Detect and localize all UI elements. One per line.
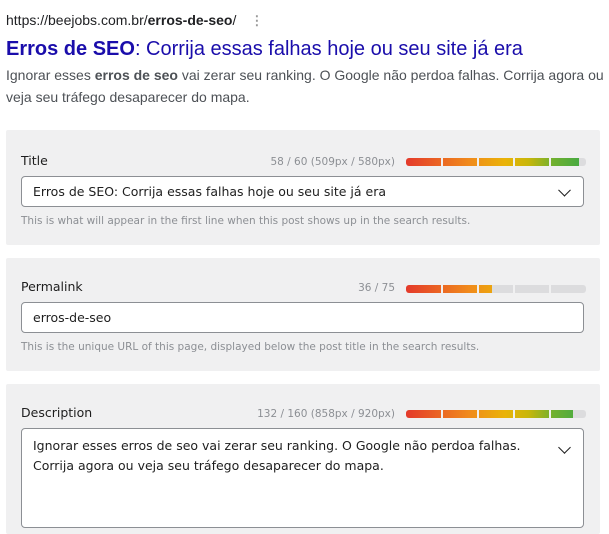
title-progress-bar — [406, 158, 586, 166]
progress-separator — [513, 158, 515, 166]
progress-separator — [549, 285, 551, 293]
permalink-help: This is the unique URL of this page, dis… — [21, 341, 480, 353]
serp-url[interactable]: https://beejobs.com.br/erros-de-seo/ ⋮ — [6, 10, 606, 30]
title-label: Title — [21, 153, 48, 168]
title-rest: : Corrija essas falhas hoje ou seu site … — [134, 38, 523, 60]
progress-separator — [549, 158, 551, 166]
title-count: 58 / 60 (509px / 580px) — [270, 156, 395, 168]
permalink-input[interactable]: erros-de-seo — [21, 302, 584, 333]
progress-fill — [406, 158, 579, 166]
progress-separator — [441, 285, 443, 293]
title-input[interactable]: Erros de SEO: Corrija essas falhas hoje … — [21, 176, 584, 207]
progress-separator — [513, 285, 515, 293]
progress-separator — [477, 285, 479, 293]
serp-description: Ignorar esses erros de seo vai zerar seu… — [6, 67, 604, 105]
title-help: This is what will appear in the first li… — [21, 215, 471, 227]
serp-preview: https://beejobs.com.br/erros-de-seo/ ⋮ Er… — [6, 10, 606, 108]
description-textarea[interactable]: Ignorar esses erros de seo vai zerar seu… — [21, 428, 584, 528]
chevron-down-icon[interactable] — [558, 441, 571, 454]
progress-separator — [441, 410, 443, 418]
url-base: https://beejobs.com.br/ — [6, 12, 148, 28]
url-end: / — [232, 12, 237, 28]
chevron-down-icon[interactable] — [558, 183, 571, 197]
progress-separator — [441, 158, 443, 166]
description-panel: Description 132 / 160 (858px / 920px) Ig… — [6, 384, 600, 534]
permalink-progress-bar — [406, 285, 586, 293]
title-bold: Erros de SEO — [6, 38, 135, 60]
progress-separator — [513, 410, 515, 418]
description-progress-bar — [406, 410, 586, 418]
description-label: Description — [21, 405, 93, 420]
serp-title[interactable]: Erros de SEO: Corrija essas falhas hoje … — [6, 36, 606, 62]
permalink-count: 36 / 75 — [358, 282, 395, 294]
progress-separator — [477, 410, 479, 418]
permalink-label: Permalink — [21, 279, 83, 294]
more-vert-icon[interactable]: ⋮ — [250, 13, 264, 28]
progress-separator — [549, 410, 551, 418]
progress-fill — [406, 285, 493, 293]
description-count: 132 / 160 (858px / 920px) — [257, 408, 395, 420]
progress-separator — [477, 158, 479, 166]
progress-fill — [406, 410, 574, 418]
url-slug: erros-de-seo — [147, 12, 233, 28]
permalink-panel: Permalink 36 / 75 erros-de-seo This is t… — [6, 258, 600, 371]
title-panel: Title 58 / 60 (509px / 580px) Erros de S… — [6, 130, 600, 245]
